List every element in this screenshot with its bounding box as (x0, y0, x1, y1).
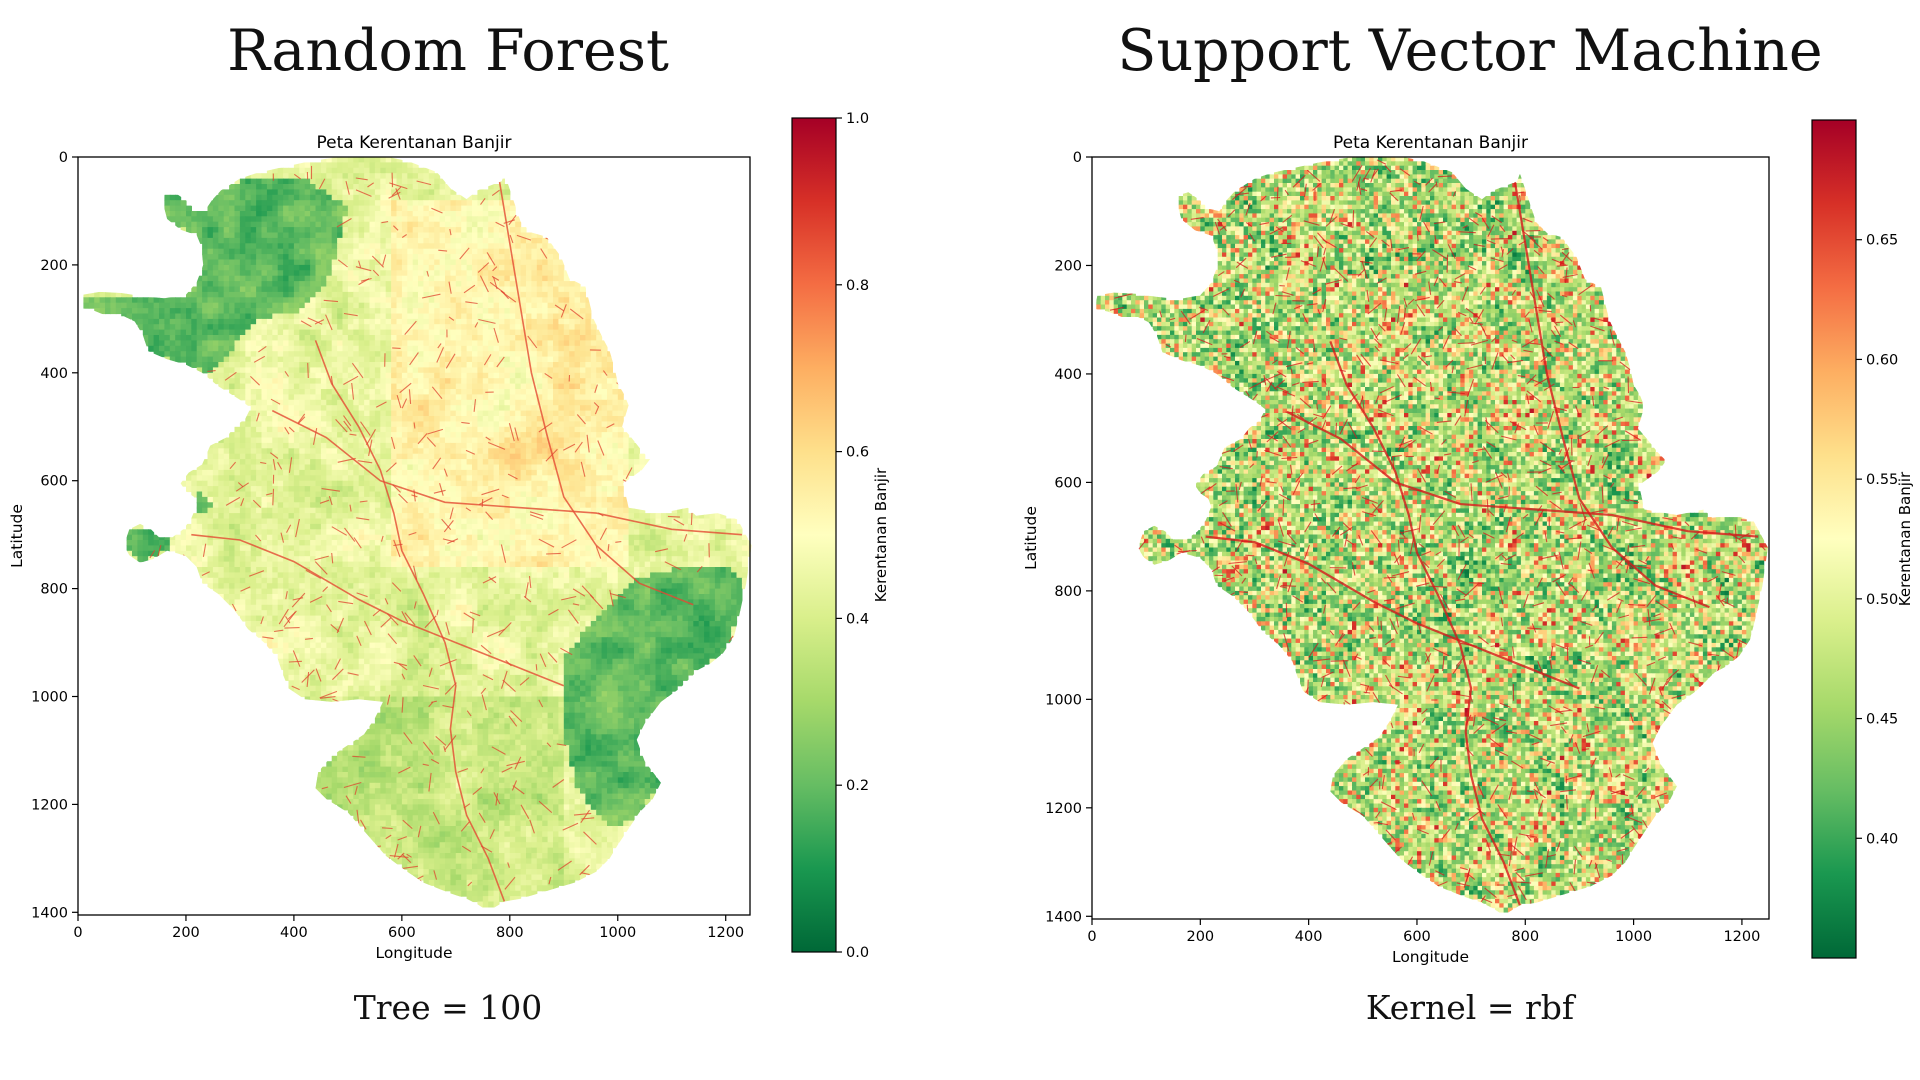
rf-colorbar-tick-label-0.4: 0.4 (846, 611, 869, 627)
svm-xtick-label-0: 0 (1087, 929, 1096, 945)
svm-ytick-label-400: 400 (1054, 367, 1082, 383)
svm-ytick-label-1200: 1200 (1045, 801, 1082, 817)
svm-ytick-label-600: 600 (1054, 475, 1082, 491)
rf-colorbar-tick-label-0.8: 0.8 (846, 278, 869, 294)
rf-colorbar-tick-label-0.2: 0.2 (846, 778, 869, 794)
svm-colorbar-tick-label-0.65: 0.65 (1866, 233, 1898, 249)
rf-xtick-label-1200: 1200 (707, 925, 744, 941)
svm-ytick-label-1000: 1000 (1045, 692, 1082, 708)
rf-colorbar (791, 117, 837, 953)
svm-ytick-label-800: 800 (1054, 584, 1082, 600)
rf-xtick-label-600: 600 (388, 925, 416, 941)
svm-ytick-label-0: 0 (1073, 150, 1082, 166)
svm-raster (1096, 157, 1768, 913)
svm-axes-frame (1091, 156, 1770, 920)
random-forest-caption: Tree = 100 (68, 988, 828, 1027)
svm-xtick-label-200: 200 (1186, 929, 1214, 945)
rf-colorbar-tick-label-1.0: 1.0 (846, 111, 869, 127)
rf-ytick-label-200: 200 (40, 258, 68, 274)
svm-river-3 (1205, 535, 1580, 690)
svm-colorbar-label: Kerentanan Banjir (1896, 471, 1914, 606)
rf-raster (83, 157, 752, 908)
random-forest-heading: Random Forest (68, 18, 828, 84)
svm-colorbar-tick-label-0.45: 0.45 (1866, 712, 1898, 728)
svm-xtick-label-400: 400 (1295, 929, 1323, 945)
rf-xtick-label-1000: 1000 (599, 925, 636, 941)
svm-chart: Peta Kerentanan Banjir 0 200 400 600 800 1000 1… (1022, 119, 1914, 966)
svm-colorbar-tick-label-0.40: 0.40 (1866, 831, 1898, 847)
rf-xlabel: Longitude (375, 944, 452, 962)
svm-heading: Support Vector Machine (1090, 18, 1850, 84)
rf-chart: Peta Kerentanan Banjir 0 200 400 600 800 1000 1… (8, 111, 890, 962)
rf-xtick-label-0: 0 (73, 925, 82, 941)
svm-ytick-label-200: 200 (1054, 258, 1082, 274)
svm-xtick-label-1200: 1200 (1723, 929, 1760, 945)
svm-river-2 (1513, 178, 1710, 609)
rf-ytick-label-600: 600 (40, 474, 68, 490)
rf-colorbar-tick-label-0.6: 0.6 (846, 445, 869, 461)
rf-colorbar-tick-label-0.0: 0.0 (846, 945, 869, 961)
rf-xtick-label-400: 400 (280, 925, 308, 941)
rf-ytick-label-800: 800 (40, 582, 68, 598)
svm-xtick-label-600: 600 (1403, 929, 1431, 945)
rf-ytick-label-1000: 1000 (31, 690, 68, 706)
rf-xtick-label-200: 200 (172, 925, 200, 941)
rf-ytick-label-400: 400 (40, 366, 68, 382)
svm-colorbar (1811, 119, 1857, 959)
rf-ytick-label-0: 0 (59, 150, 68, 166)
rf-colorbar-label: Kerentanan Banjir (872, 467, 890, 602)
rf-ylabel: Latitude (8, 504, 26, 568)
svm-river-4 (1286, 410, 1759, 538)
rf-axes-frame (77, 156, 751, 916)
rf-xtick-label-800: 800 (496, 925, 524, 941)
rf-ytick-label-1200: 1200 (31, 797, 68, 813)
svm-xtick-label-800: 800 (1511, 929, 1539, 945)
rf-chart-title: Peta Kerentanan Banjir (317, 133, 512, 153)
svm-chart-title: Peta Kerentanan Banjir (1333, 133, 1528, 153)
svm-xtick-label-1000: 1000 (1615, 929, 1652, 945)
svm-xlabel: Longitude (1392, 948, 1469, 966)
svm-ylabel: Latitude (1022, 506, 1040, 570)
rf-ytick-label-1400: 1400 (31, 905, 68, 921)
svm-colorbar-tick-label-0.50: 0.50 (1866, 592, 1898, 608)
svm-colorbar-tick-label-0.55: 0.55 (1866, 472, 1898, 488)
svm-caption: Kernel = rbf (1090, 988, 1850, 1027)
rf-river-2 (498, 178, 694, 606)
svm-ytick-label-1400: 1400 (1045, 909, 1082, 925)
svm-colorbar-tick-label-0.60: 0.60 (1866, 352, 1898, 368)
